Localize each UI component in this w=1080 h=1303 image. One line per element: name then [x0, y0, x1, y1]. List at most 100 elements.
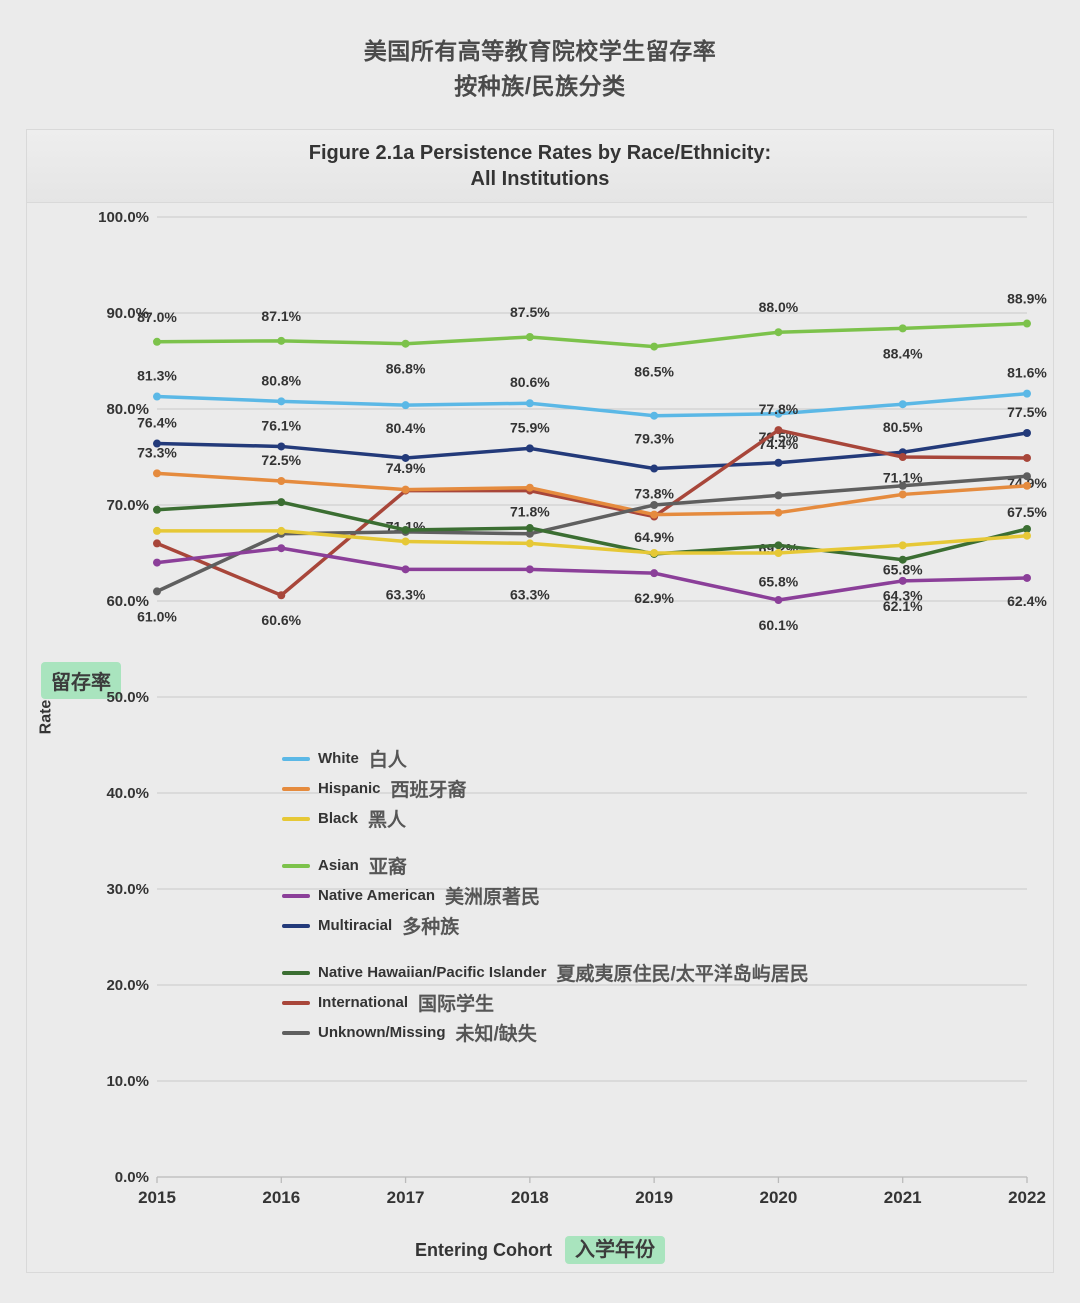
legend-label-zh: 夏威夷原住民/太平洋岛屿居民	[556, 959, 808, 986]
marker-white	[153, 393, 161, 401]
legend-label-en: Native American	[318, 887, 435, 904]
marker-unknown	[1023, 472, 1031, 480]
legend-swatch	[282, 1031, 310, 1035]
legend-label-zh: 白人	[369, 745, 407, 772]
legend-label-en: International	[318, 994, 408, 1011]
marker-multiracial	[650, 465, 658, 473]
datalabel-asian: 87.5%	[510, 304, 550, 320]
datalabel-international: 60.6%	[261, 612, 301, 628]
marker-asian	[899, 325, 907, 333]
legend-item-white: White 白人	[282, 745, 809, 772]
legend-swatch	[282, 787, 310, 791]
marker-black	[650, 549, 658, 557]
marker-black	[1023, 532, 1031, 540]
datalabel-multiracial: 76.4%	[137, 415, 177, 431]
datalabel-multiracial: 75.9%	[510, 420, 550, 436]
legend-item-multiracial: Multiracial多种族	[282, 912, 809, 939]
marker-hispanic	[277, 477, 285, 485]
svg-text:30.0%: 30.0%	[106, 881, 149, 898]
marker-asian	[153, 338, 161, 346]
marker-international	[899, 453, 907, 461]
legend-item-international: International国际学生	[282, 989, 809, 1016]
marker-black	[277, 527, 285, 535]
marker-multiracial	[1023, 429, 1031, 437]
marker-native_american	[899, 577, 907, 585]
legend-group: Native Hawaiian/Pacific Islander 夏威夷原住民/太…	[282, 959, 809, 1046]
marker-white	[277, 398, 285, 406]
legend-item-native_american: Native American 美洲原著民	[282, 882, 809, 909]
series-line-asian	[157, 324, 1027, 347]
marker-hispanic	[1023, 482, 1031, 490]
legend-item-unknown: Unknown/Missing 未知/缺失	[282, 1019, 809, 1046]
page-header: 美国所有高等教育院校学生留存率 按种族/民族分类	[26, 35, 1054, 101]
datalabel-asian: 86.5%	[634, 364, 674, 380]
header-title-line1: 美国所有高等教育院校学生留存率	[26, 35, 1054, 67]
legend-label-zh: 黑人	[368, 805, 406, 832]
marker-native_american	[650, 569, 658, 577]
legend-swatch	[282, 971, 310, 975]
svg-text:20.0%: 20.0%	[106, 977, 149, 994]
legend-item-black: Black黑人	[282, 805, 809, 832]
legend-group: White白人Hispanic西班牙裔Black黑人	[282, 745, 809, 832]
svg-text:2018: 2018	[511, 1188, 549, 1207]
datalabel-asian: 86.8%	[386, 361, 426, 377]
datalabel-multiracial: 73.8%	[634, 486, 674, 502]
x-axis-title: Entering Cohort 入学年份	[27, 1227, 1053, 1272]
legend-label-zh: 西班牙裔	[391, 775, 467, 802]
marker-nhpi	[153, 506, 161, 514]
svg-text:50.0%: 50.0%	[106, 689, 149, 706]
marker-asian	[774, 328, 782, 336]
legend-label-en: White	[318, 750, 359, 767]
x-axis-label-en: Entering Cohort	[415, 1240, 552, 1260]
marker-hispanic	[526, 484, 534, 492]
svg-text:2019: 2019	[635, 1188, 673, 1207]
legend-group: Asian亚裔Native American美洲原著民Multiracial多种…	[282, 852, 809, 939]
legend-label-en: Unknown/Missing	[318, 1024, 446, 1041]
legend-swatch	[282, 864, 310, 868]
svg-text:70.0%: 70.0%	[106, 497, 149, 514]
datalabel-asian: 88.9%	[1007, 291, 1047, 307]
marker-international	[153, 540, 161, 548]
marker-native_american	[526, 566, 534, 574]
marker-black	[526, 540, 534, 548]
datalabel-white: 79.3%	[634, 431, 674, 447]
marker-asian	[402, 340, 410, 348]
datalabel-native_american: 62.9%	[634, 590, 674, 606]
datalabel-white: 81.6%	[1007, 365, 1047, 381]
marker-asian	[650, 343, 658, 351]
marker-hispanic	[153, 470, 161, 478]
datalabel-multiracial: 77.5%	[1007, 404, 1047, 420]
marker-hispanic	[402, 486, 410, 494]
legend-label-en: Asian	[318, 857, 359, 874]
datalabel-asian: 87.0%	[137, 309, 177, 325]
legend-swatch	[282, 757, 310, 761]
legend-label-zh: 美洲原著民	[445, 882, 540, 909]
marker-nhpi	[526, 524, 534, 532]
marker-multiracial	[774, 459, 782, 467]
legend-label-en: Native Hawaiian/Pacific Islander	[318, 964, 546, 981]
datalabel-nhpi: 64.9%	[634, 529, 674, 545]
legend-swatch	[282, 1001, 310, 1005]
marker-native_american	[277, 544, 285, 552]
line-chart-svg: 0.0%10.0%20.0%30.0%40.0%50.0%60.0%70.0%8…	[77, 207, 1047, 1227]
datalabel-native_american: 60.1%	[759, 617, 799, 633]
legend-label-zh: 未知/缺失	[456, 1019, 537, 1046]
figure-title-bar: Figure 2.1a Persistence Rates by Race/Et…	[26, 129, 1054, 203]
series-line-white	[157, 394, 1027, 416]
header-title-line2: 按种族/民族分类	[26, 67, 1054, 101]
svg-container: 0.0%10.0%20.0%30.0%40.0%50.0%60.0%70.0%8…	[77, 207, 1047, 1227]
legend: White白人Hispanic西班牙裔Black黑人Asian亚裔Native …	[282, 742, 809, 1066]
marker-black	[402, 538, 410, 546]
svg-text:2015: 2015	[138, 1188, 176, 1207]
svg-text:2022: 2022	[1008, 1188, 1046, 1207]
datalabel-black: 65.8%	[883, 562, 923, 578]
marker-asian	[277, 337, 285, 345]
marker-native_american	[402, 566, 410, 574]
datalabel-white: 80.4%	[386, 420, 426, 436]
datalabel-white: 80.8%	[261, 373, 301, 389]
datalabel-native_american: 62.1%	[883, 598, 923, 614]
marker-black	[153, 527, 161, 535]
datalabel-asian: 88.4%	[883, 346, 923, 362]
datalabel-unknown: 61.0%	[137, 609, 177, 625]
datalabel-asian: 88.0%	[759, 299, 799, 315]
